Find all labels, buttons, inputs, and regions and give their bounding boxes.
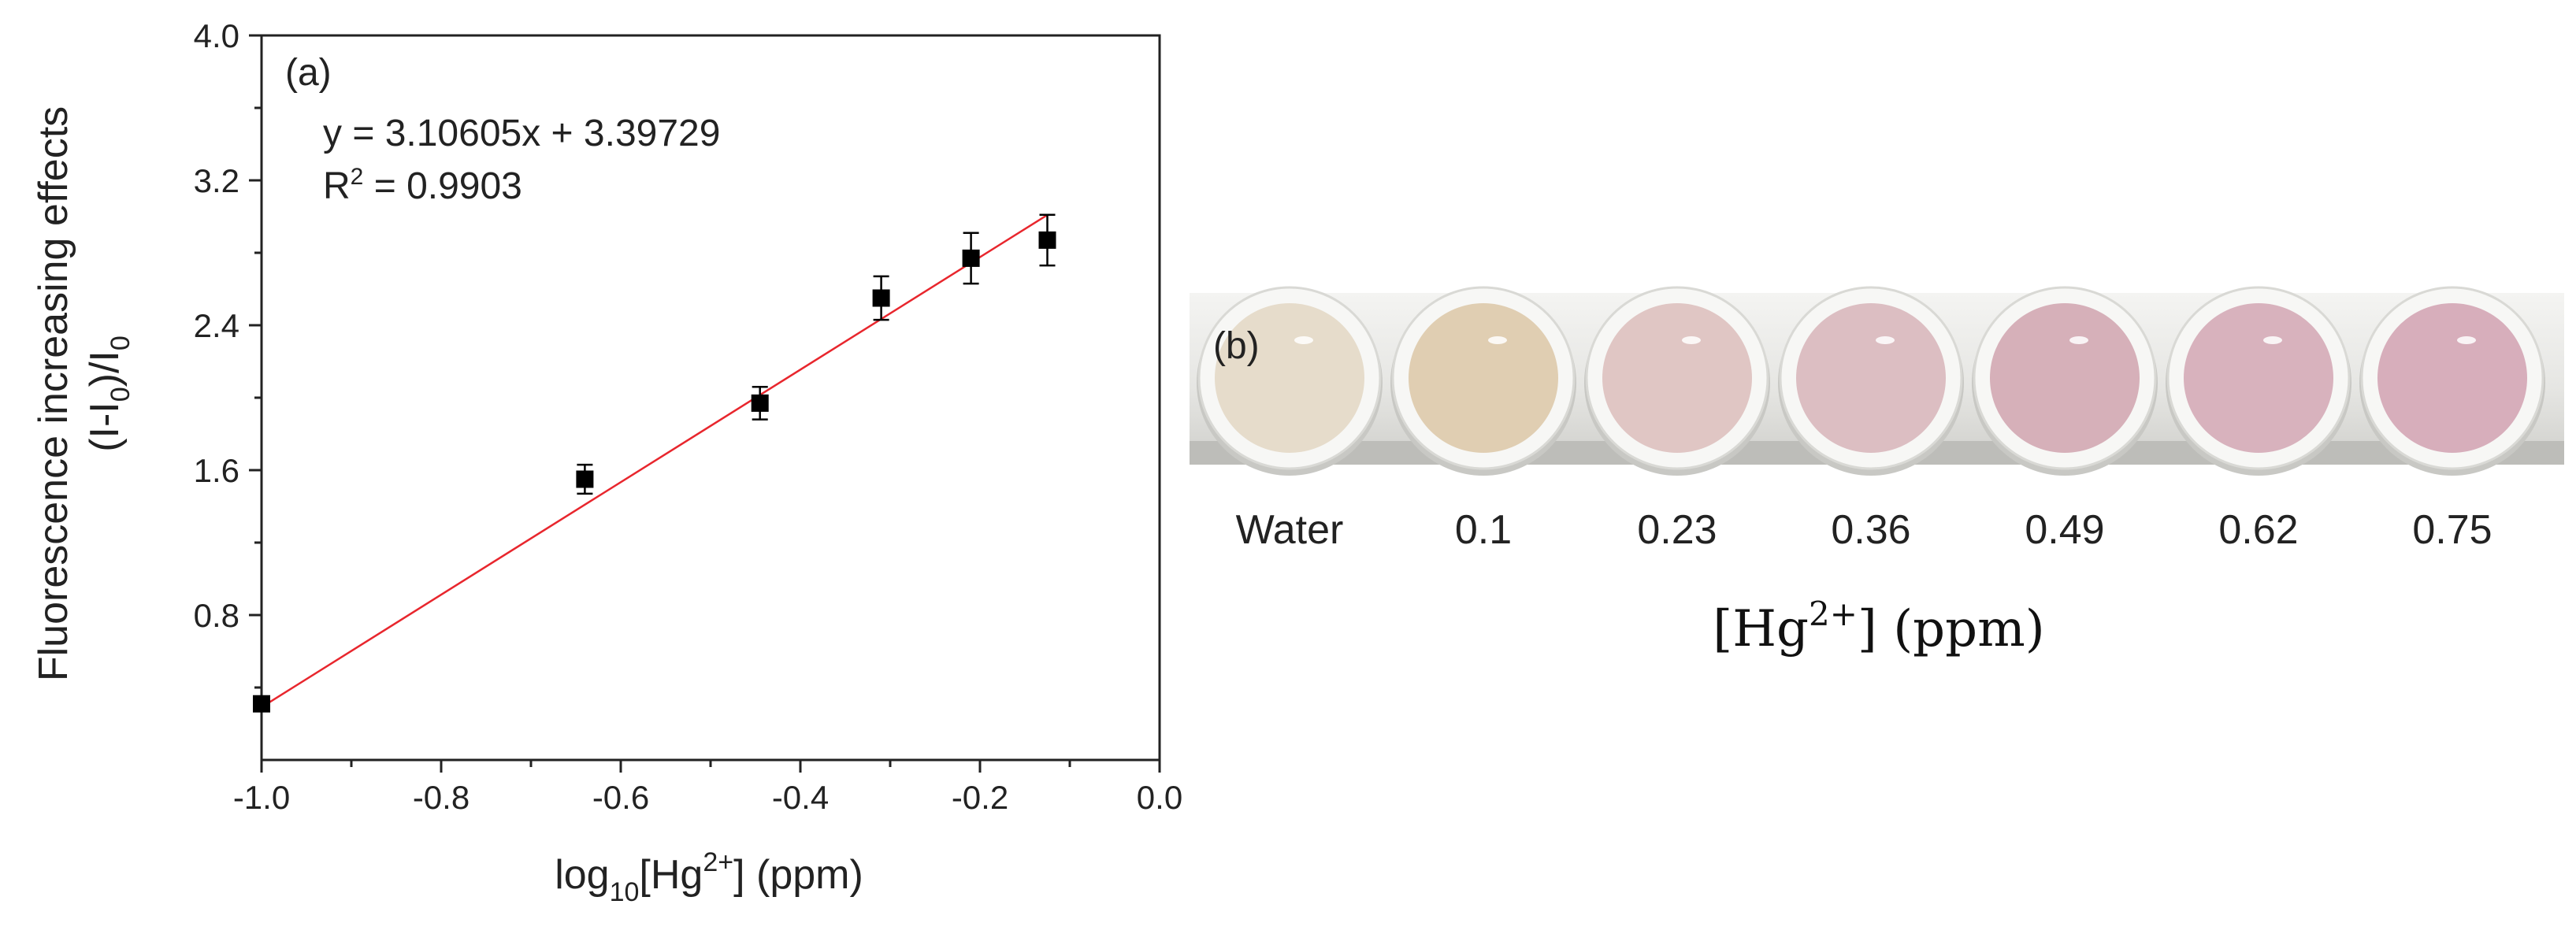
well-solution — [2184, 303, 2333, 453]
well-highlight — [2457, 336, 2476, 344]
x-axis-ticks: -1.0 -0.8 -0.6 -0.4 -0.2 0.0 — [233, 760, 1182, 816]
x-tick-label: 0.0 — [1137, 779, 1182, 816]
x-tick-label: -0.2 — [952, 779, 1008, 816]
well-solution — [1602, 303, 1752, 453]
x-tick-label: -0.4 — [772, 779, 829, 816]
data-point — [751, 394, 769, 412]
data-point — [872, 289, 890, 307]
wells — [1197, 286, 2545, 476]
data-point — [962, 249, 980, 267]
well-solution — [1215, 303, 1364, 453]
well-highlight — [2263, 336, 2282, 344]
panel-a-label: (a) — [285, 52, 332, 94]
x-tick-label: -0.8 — [413, 779, 470, 816]
well-highlight — [1876, 336, 1895, 344]
panel-b-label: (b) — [1213, 325, 1260, 367]
well-label: 0.62 — [2218, 507, 2298, 553]
well-solution — [1409, 303, 1558, 453]
data-point — [253, 695, 270, 713]
fit-line — [261, 213, 1049, 709]
well-label: 0.49 — [2025, 507, 2104, 553]
y-axis-label-line1: Fluorescence increasing effects — [31, 106, 76, 681]
panel-b-axis-label: [Hg2+] (ppm) — [1713, 595, 2045, 658]
y-axis-ticks: 0.8 1.6 2.4 3.2 4.0 — [194, 17, 262, 689]
fit-layer — [261, 213, 1049, 709]
y-tick-label: 2.4 — [194, 307, 239, 344]
well-solution — [2377, 303, 2527, 453]
well-highlight — [1294, 336, 1313, 344]
well-solution — [1796, 303, 1946, 453]
well-label: Water — [1236, 507, 1344, 553]
data-points — [253, 213, 1056, 713]
y-tick-label: 4.0 — [194, 17, 239, 54]
well-label: 0.1 — [1455, 507, 1512, 553]
x-tick-label: -0.6 — [592, 779, 649, 816]
well-label: 0.75 — [2412, 507, 2492, 553]
y-axis-label-line2: (I-I0)/I0 — [82, 335, 135, 452]
well-solution — [1990, 303, 2140, 453]
x-tick-label: -1.0 — [233, 779, 290, 816]
data-point — [576, 470, 594, 488]
panel-b-photo: (b) Water 0.1 0.23 0.36 0.49 0.62 0.75 [Hg2+] … — [1190, 286, 2564, 658]
y-tick-label: 1.6 — [194, 452, 239, 489]
well-label: 0.36 — [1831, 507, 1910, 553]
y-tick-label: 3.2 — [194, 162, 239, 199]
well-highlight — [2069, 336, 2088, 344]
x-axis-label: log10[Hg2+] (ppm) — [555, 847, 863, 907]
well-label: 0.23 — [1637, 507, 1717, 553]
y-tick-label: 0.8 — [194, 597, 239, 634]
well-labels: Water 0.1 0.23 0.36 0.49 0.62 0.75 — [1236, 507, 2492, 553]
r-squared: R2 = 0.9903 — [323, 164, 522, 207]
data-point — [1038, 231, 1056, 249]
well-highlight — [1682, 336, 1701, 344]
fit-equation: y = 3.10605x + 3.39729 — [323, 113, 720, 154]
well-highlight — [1488, 336, 1507, 344]
panel-a-chart: -1.0 -0.8 -0.6 -0.4 -0.2 0.0 0.81.62.43.24.0 … — [31, 17, 1182, 907]
